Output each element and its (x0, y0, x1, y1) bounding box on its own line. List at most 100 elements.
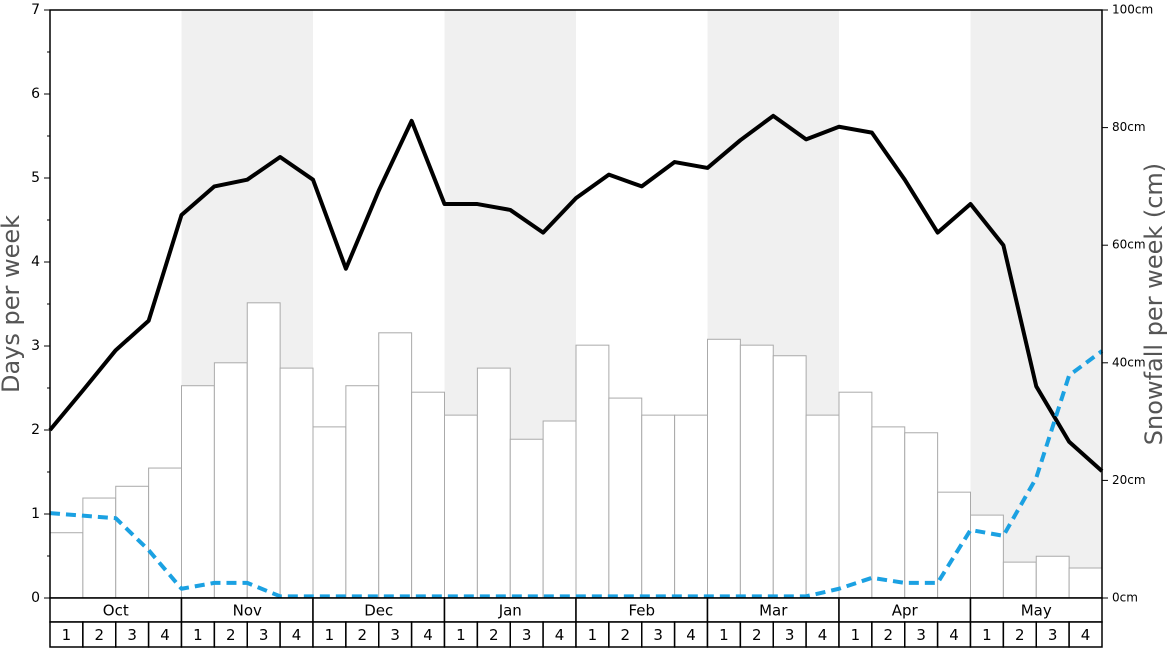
week-cell (838, 621, 873, 648)
bar (148, 467, 182, 599)
x-tick-label: 1 (193, 626, 203, 644)
dashed-line (49, 349, 1104, 599)
month-label: May (1021, 602, 1052, 620)
y-tick-label: 2 (31, 422, 40, 438)
x-tick-label: 3 (916, 626, 926, 644)
month-label: Mar (759, 602, 788, 620)
bar (213, 362, 248, 599)
week-cell (871, 621, 906, 648)
week-cell (410, 621, 446, 648)
y-tick-label: 6 (31, 86, 40, 102)
x-tick-label: 1 (719, 626, 729, 644)
x-tick-label: 4 (423, 626, 433, 644)
bar (542, 420, 577, 599)
y-tick-label: 3 (31, 338, 40, 354)
x-tick-label: 4 (555, 626, 565, 644)
x-tick-label: 4 (160, 626, 170, 644)
week-cell (673, 621, 709, 648)
bar (1068, 567, 1103, 599)
x-tick-label: 3 (127, 626, 137, 644)
y-tick-label: 7 (31, 2, 40, 18)
bar (970, 514, 1004, 599)
y2-tick-label: 80cm (1112, 120, 1146, 134)
month-label: Apr (892, 602, 919, 620)
month-shade (970, 10, 1102, 598)
bar (444, 414, 478, 599)
week-cell (1035, 621, 1070, 648)
x-tick-label: 1 (588, 626, 598, 644)
x-tick-label: 1 (62, 626, 72, 644)
bar (871, 426, 906, 599)
x-tick-label: 4 (686, 626, 696, 644)
bar (49, 532, 84, 599)
bar (1035, 555, 1070, 599)
y-axis-title: Days per week (0, 215, 25, 393)
y2-tick-label: 100cm (1112, 3, 1153, 17)
x-tick-label: 1 (456, 626, 466, 644)
x-tick-label: 1 (851, 626, 861, 644)
line (48, 113, 1104, 473)
month-cell (575, 597, 709, 623)
y-tick-label: 0 (31, 590, 40, 606)
bar (115, 485, 150, 599)
bar (82, 497, 117, 599)
bar (674, 414, 708, 599)
y2-tick-label: 20cm (1112, 473, 1146, 487)
x-tick-label: 3 (259, 626, 269, 644)
bar (378, 332, 413, 599)
bar (805, 414, 840, 599)
x-tick-label: 2 (226, 626, 236, 644)
bar (509, 438, 544, 599)
bar (641, 414, 676, 599)
x-tick-label: 2 (358, 626, 368, 644)
bar (476, 367, 511, 599)
bar (1002, 561, 1037, 599)
x-tick-label: 2 (752, 626, 762, 644)
bar (772, 355, 807, 599)
bar (707, 338, 741, 599)
week-cell (378, 621, 413, 648)
month-cell (969, 597, 1103, 623)
x-tick-label: 2 (884, 626, 894, 644)
bar (739, 344, 774, 599)
y2-axis-title: Snowfall per week (cm) (1140, 163, 1168, 445)
x-tick-label: 4 (949, 626, 959, 644)
x-tick-label: 2 (95, 626, 105, 644)
week-cell (772, 621, 807, 648)
y2-tick-label: 0cm (1112, 591, 1138, 605)
bar (838, 391, 873, 599)
bar (608, 397, 643, 599)
y-tick-label: 1 (31, 506, 40, 522)
y-tick-label: 4 (31, 254, 40, 270)
month-label: Oct (103, 602, 129, 620)
y2-tick-label: 60cm (1112, 238, 1146, 252)
x-tick-label: 3 (1048, 626, 1058, 644)
month-label: Nov (233, 602, 262, 620)
x-tick-label: 2 (1015, 626, 1025, 644)
x-tick-label: 4 (818, 626, 828, 644)
x-tick-label: 3 (390, 626, 400, 644)
x-tick-label: 1 (982, 626, 992, 644)
bar (937, 491, 971, 599)
x-tick-label: 4 (292, 626, 302, 644)
week-cell (509, 621, 544, 648)
bar (411, 391, 445, 599)
x-tick-label: 4 (1081, 626, 1091, 644)
bar (279, 367, 314, 599)
bar (312, 426, 347, 599)
month-label: Jan (498, 602, 522, 620)
month-label: Dec (364, 602, 393, 620)
x-tick-label: 3 (653, 626, 663, 644)
x-tick-label: 2 (489, 626, 499, 644)
week-cell (542, 621, 577, 648)
week-cell (213, 621, 248, 648)
week-cell (1068, 621, 1103, 648)
week-cell (180, 621, 216, 648)
week-cell (82, 621, 117, 648)
week-cell (706, 621, 742, 648)
week-cell (476, 621, 511, 648)
y-tick-label: 5 (31, 170, 40, 186)
week-cell (115, 621, 150, 648)
bar (246, 302, 281, 599)
